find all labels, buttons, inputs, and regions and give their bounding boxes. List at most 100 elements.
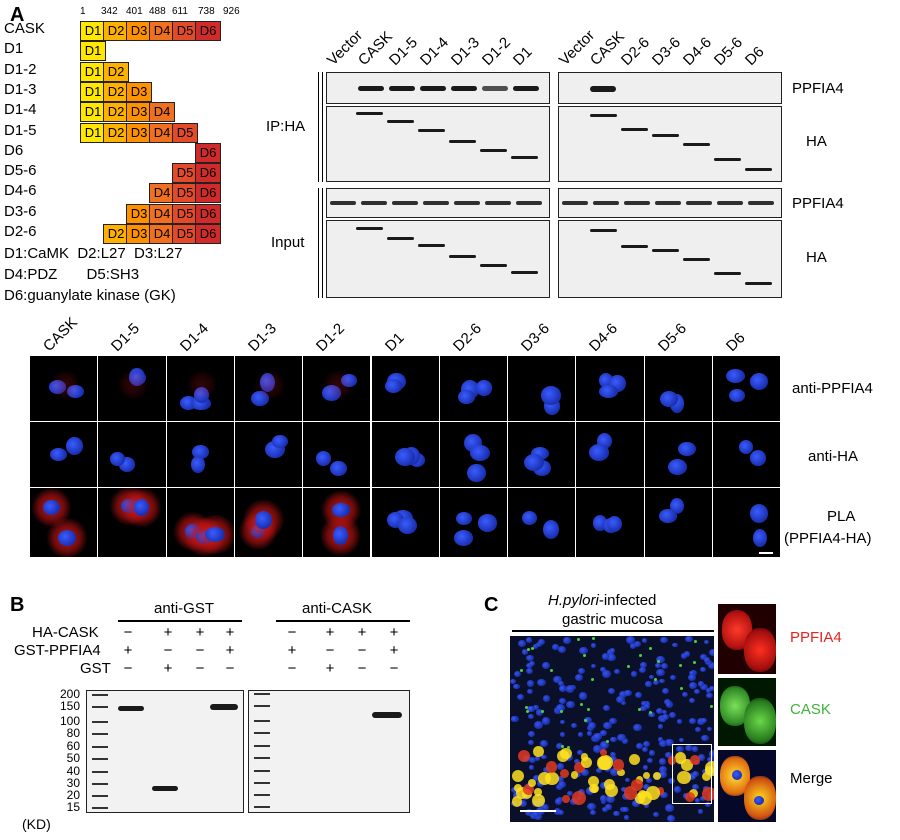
nucleus [578,692,588,700]
microscopy-cell [234,356,303,421]
blot-lane-label: D1 [509,43,536,69]
stained-cell [652,772,661,781]
nucleus [602,670,612,679]
nucleus [534,756,540,761]
group-line-anti-cask [276,620,410,622]
nucleus [681,691,688,698]
condition-sign: + [163,624,173,641]
nucleus [475,380,493,397]
nucleus [510,678,516,684]
nucleus [521,510,538,526]
ladder-band [92,721,108,723]
stained-cell [570,771,578,779]
ladder-band [254,757,270,759]
blot-band [358,86,384,91]
nucleus [655,662,662,668]
blot-band [356,112,383,115]
nucleus [703,657,711,663]
domain-tick-label: 738 [198,6,215,17]
green-speck [524,705,528,709]
nucleus [559,698,567,705]
stained-cell [517,749,531,763]
nucleus [645,681,652,687]
nucleus [57,530,77,547]
blot-band [621,245,648,248]
blot-band [389,86,415,91]
nucleus [556,763,565,770]
microscopy-cell [713,488,781,557]
nucleus [656,656,665,664]
nucleus [649,712,655,718]
nucleus [633,640,642,648]
nucleus [573,758,581,765]
stained-cell [642,771,650,779]
ladder-band [254,732,270,734]
pulldown-band [118,706,144,711]
nucleus [614,669,621,675]
nucleus [557,810,564,816]
blot-band [420,86,446,91]
marker-label: 150 [59,699,80,713]
channel-label-cask: CASK [790,701,831,718]
blot-input-ha-left [326,220,550,298]
nucleus [330,460,348,477]
stained-cell [689,755,700,765]
nucleus [455,511,473,526]
domain-box: D5 [172,122,198,143]
domain-box: D6 [195,183,221,204]
nucleus [729,388,745,402]
nucleus [606,795,615,803]
nucleus [638,667,647,674]
nucleus [689,670,696,676]
construct-label: D1-4 [4,101,37,119]
blot-anti-gst [86,690,244,813]
nucleus [665,752,672,759]
construct-label: D1-3 [4,80,37,98]
nucleus [534,720,544,729]
microscopy-cell [371,356,439,421]
nucleus [590,810,596,815]
ladder-band [92,733,108,735]
condition-sign: − [325,642,335,659]
nucleus [609,751,616,758]
stained-cell [646,786,660,800]
domain-tick-label: 1 [80,6,86,17]
pulldown-band [372,712,402,718]
construct-label: D2-6 [4,223,37,240]
panel-a-letter: A [10,4,25,26]
nucleus [643,704,650,710]
green-speck [550,668,554,672]
microscopy-cell [234,422,303,487]
nucleus [542,661,551,669]
nucleus [609,648,616,654]
blot-band [418,244,445,247]
nucleus [316,451,332,467]
nucleus [321,385,342,402]
nucleus [633,723,643,731]
nucleus [644,701,651,707]
stained-cell [628,754,640,766]
nucleus [518,640,527,648]
microscopy-cell [30,356,98,421]
microscopy-cell [576,488,644,557]
microscopy-column-label: D6 [722,329,749,355]
nucleus [513,683,521,690]
nucleus [657,724,664,729]
domain-box: D5 [172,163,198,184]
stained-cell [604,783,618,798]
nucleus [709,649,714,657]
nucleus [559,685,566,692]
domain-tick-label: 611 [172,6,188,17]
blot-band [683,258,710,261]
blot-band [562,201,588,205]
row-label-pla: PLA [827,508,856,525]
nucleus [690,775,697,780]
blot-band [655,201,681,205]
nucleus [560,732,566,737]
blot-ip-ha-left [326,106,550,182]
domain-box: D6 [195,21,221,41]
condition-sign: − [163,642,173,659]
domain-box: D6 [195,163,221,184]
nucleus [697,808,704,814]
nucleus [663,698,671,705]
